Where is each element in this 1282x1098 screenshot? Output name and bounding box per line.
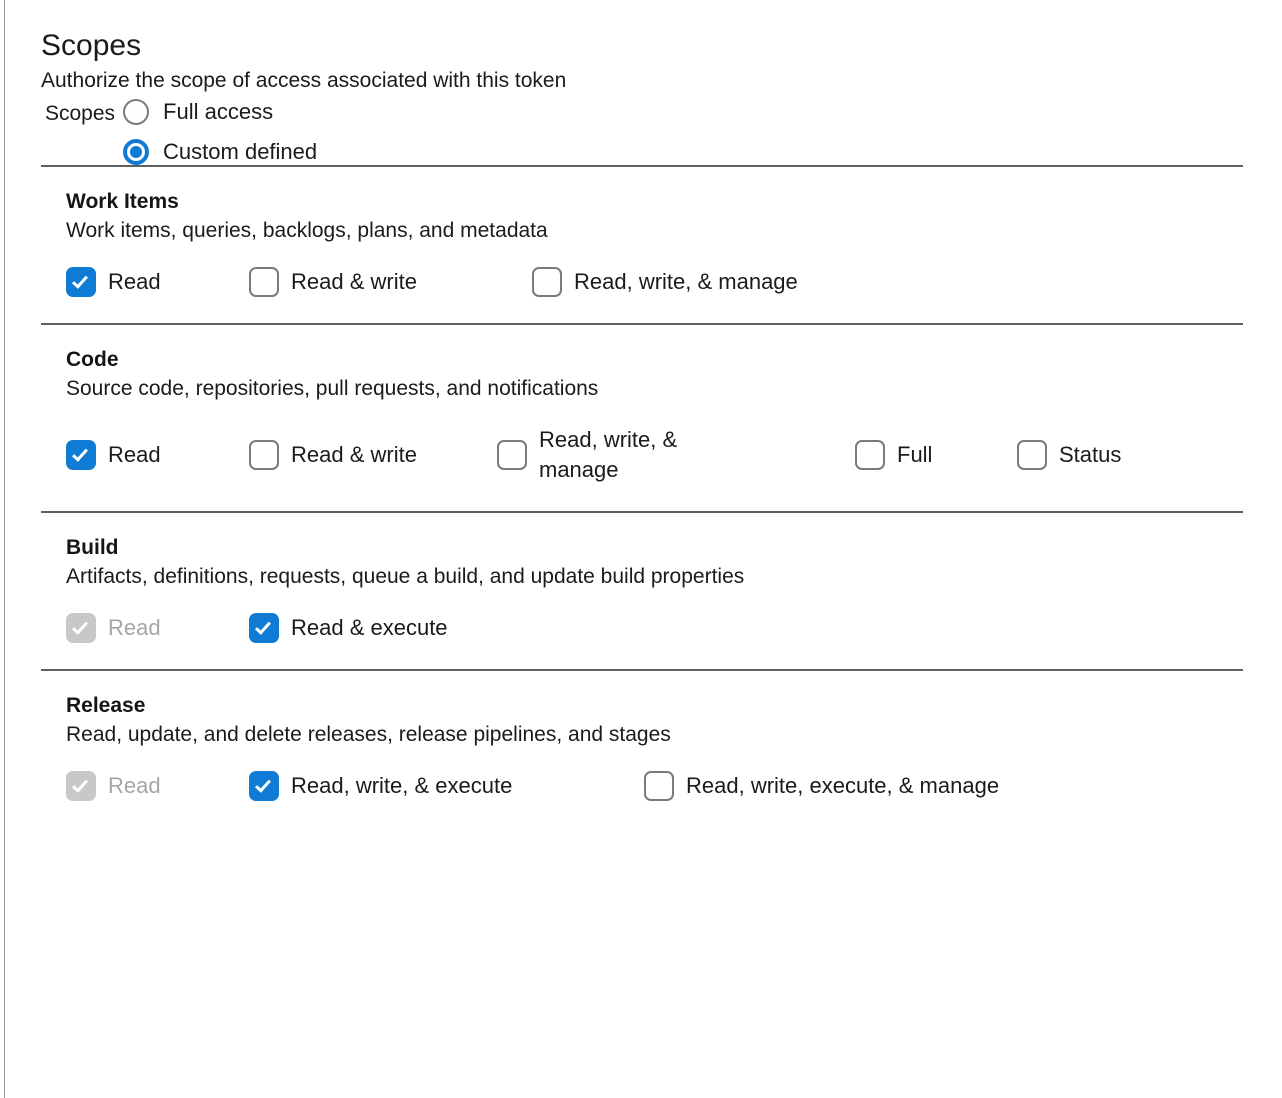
checkbox-option-work-items-read-write[interactable]: Read & write xyxy=(249,267,532,297)
checkbox-option-work-items-read[interactable]: Read xyxy=(66,267,249,297)
section-divider xyxy=(41,323,1243,325)
checkbox-icon-work-items-read[interactable] xyxy=(66,267,96,297)
checkbox-label-code-read-write-manage: Read, write, & manage xyxy=(539,427,678,482)
section-title-work-items: Work Items xyxy=(66,190,179,213)
radio-label-full-access: Full access xyxy=(163,99,274,124)
checkbox-label-work-items-read-write: Read & write xyxy=(291,269,417,294)
section-divider xyxy=(41,165,1243,167)
checkbox-label-code-read: Read xyxy=(108,442,161,467)
radio-icon-full-access[interactable] xyxy=(123,99,150,125)
checkbox-icon-release-read-write-execute-manage[interactable] xyxy=(644,771,674,801)
section-work-items: Work Items Work items, queries, backlogs… xyxy=(0,167,1282,323)
checkbox-label-code-status: Status xyxy=(1059,442,1122,467)
section-description-release: Read, update, and delete releases, relea… xyxy=(66,723,671,746)
checkbox-icon-work-items-read-write[interactable] xyxy=(249,267,279,297)
scope-mode-radio-group: Scopes Full access Custom defined xyxy=(41,99,1282,165)
checkbox-label-work-items-read: Read xyxy=(108,269,161,294)
checkbox-label-release-read-write-execute: Read, write, & execute xyxy=(291,773,513,798)
scopes-panel: Scopes Authorize the scope of access ass… xyxy=(0,0,1282,827)
left-edge-rule xyxy=(4,0,5,1098)
radio-option-full-access[interactable]: Full access xyxy=(123,99,317,125)
section-divider xyxy=(41,511,1243,513)
section-title-code: Code xyxy=(66,348,119,371)
checkbox-label-code-read-write: Read & write xyxy=(291,442,417,467)
checkbox-icon-code-full[interactable] xyxy=(855,440,885,470)
radio-option-custom-defined[interactable]: Custom defined xyxy=(123,139,317,165)
section-options-build: Read Read & execute xyxy=(66,613,1282,643)
section-title-release: Release xyxy=(66,694,146,717)
checkbox-option-build-read-execute[interactable]: Read & execute xyxy=(249,613,448,643)
radio-icon-custom-defined[interactable] xyxy=(123,139,150,165)
checkbox-label-work-items-read-write-manage: Read, write, & manage xyxy=(574,269,798,294)
checkbox-option-release-read-write-execute-manage[interactable]: Read, write, execute, & manage xyxy=(644,771,999,801)
section-options-work-items: Read Read & write Read, write, & manage xyxy=(66,267,1282,297)
page-subtitle: Authorize the scope of access associated… xyxy=(41,69,567,92)
checkbox-icon-code-status[interactable] xyxy=(1017,440,1047,470)
checkbox-icon-code-read-write[interactable] xyxy=(249,440,279,470)
checkbox-option-work-items-read-write-manage[interactable]: Read, write, & manage xyxy=(532,267,798,297)
checkbox-icon-release-read xyxy=(66,771,96,801)
checkbox-icon-code-read[interactable] xyxy=(66,440,96,470)
checkbox-option-code-status[interactable]: Status xyxy=(1017,440,1121,470)
checkbox-icon-work-items-read-write-manage[interactable] xyxy=(532,267,562,297)
checkbox-icon-release-read-write-execute[interactable] xyxy=(249,771,279,801)
section-release: Release Read, update, and delete release… xyxy=(0,671,1282,827)
scope-mode-options: Full access Custom defined xyxy=(123,99,317,165)
checkbox-icon-build-read-execute[interactable] xyxy=(249,613,279,643)
section-description-build: Artifacts, definitions, requests, queue … xyxy=(66,565,745,588)
checkbox-option-build-read: Read xyxy=(66,613,249,643)
section-description-work-items: Work items, queries, backlogs, plans, an… xyxy=(66,219,548,242)
checkbox-option-release-read: Read xyxy=(66,771,249,801)
section-title-build: Build xyxy=(66,536,119,559)
page-title: Scopes xyxy=(41,29,142,62)
checkbox-label-release-read: Read xyxy=(108,773,161,798)
section-options-release: Read Read, write, & execute Read, write,… xyxy=(66,771,1282,801)
checkbox-icon-build-read xyxy=(66,613,96,643)
checkbox-label-build-read: Read xyxy=(108,615,161,640)
scope-mode-label: Scopes xyxy=(45,102,116,125)
checkbox-label-release-read-write-execute-manage: Read, write, execute, & manage xyxy=(686,773,1000,798)
checkbox-icon-code-read-write-manage[interactable] xyxy=(497,440,527,470)
checkbox-option-code-full[interactable]: Full xyxy=(855,440,1017,470)
checkbox-label-code-full: Full xyxy=(897,442,933,467)
section-divider xyxy=(41,669,1243,671)
section-build: Build Artifacts, definitions, requests, … xyxy=(0,513,1282,669)
checkbox-label-build-read-execute: Read & execute xyxy=(291,615,448,640)
checkbox-option-code-read-write-manage[interactable]: Read, write, & manage xyxy=(497,425,855,485)
section-description-code: Source code, repositories, pull requests… xyxy=(66,377,599,400)
scopes-header: Scopes Authorize the scope of access ass… xyxy=(0,0,1282,165)
checkbox-option-code-read-write[interactable]: Read & write xyxy=(249,440,497,470)
section-options-code: Read Read & write Read, write, & manage … xyxy=(66,425,1282,485)
section-code: Code Source code, repositories, pull req… xyxy=(0,325,1282,511)
radio-label-custom-defined: Custom defined xyxy=(163,139,318,164)
checkbox-option-code-read[interactable]: Read xyxy=(66,440,249,470)
checkbox-option-release-read-write-execute[interactable]: Read, write, & execute xyxy=(249,771,644,801)
